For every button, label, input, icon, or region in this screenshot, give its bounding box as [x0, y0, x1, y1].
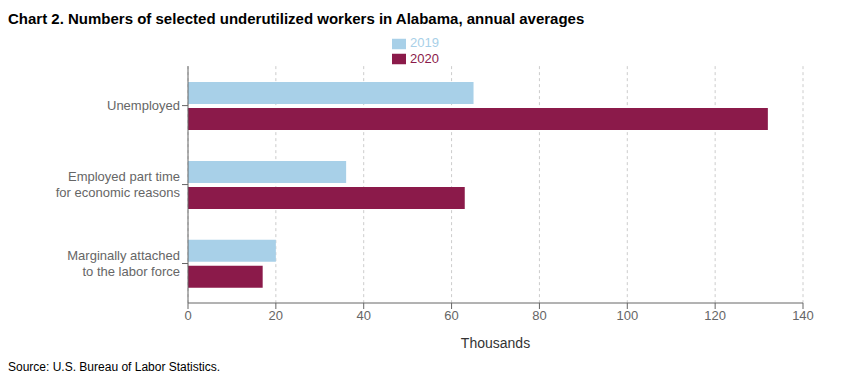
svg-text:80: 80 — [532, 308, 546, 323]
svg-text:Thousands: Thousands — [461, 335, 530, 351]
svg-text:40: 40 — [356, 308, 370, 323]
svg-text:60: 60 — [444, 308, 458, 323]
svg-text:120: 120 — [704, 308, 726, 323]
html-text:2019: 2019 — [410, 35, 439, 50]
svg-text:Marginally attachedto the labo: Marginally attachedto the labor force — [67, 248, 180, 279]
html-text:Source: U.S. Bureau of Labor S: Source: U.S. Bureau of Labor Statistics. — [8, 360, 221, 374]
svg-text:20: 20 — [269, 308, 283, 323]
svg-text:140: 140 — [792, 308, 814, 323]
html-text:Chart 2. Numbers of selected u: Chart 2. Numbers of selected underutiliz… — [8, 10, 585, 27]
svg-text:0: 0 — [184, 308, 191, 323]
svg-text:100: 100 — [616, 308, 638, 323]
html-text:2020: 2020 — [410, 50, 439, 66]
svg-text:Employed part timefor economic: Employed part timefor economic reasons — [56, 169, 181, 200]
svg-text:Unemployed: Unemployed — [107, 98, 180, 113]
